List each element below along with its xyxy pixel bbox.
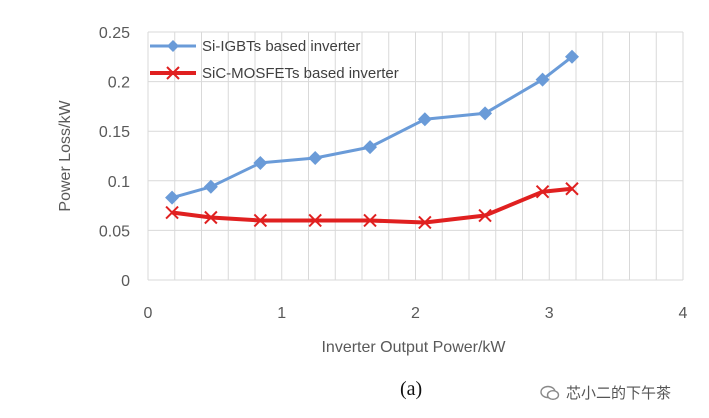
data-point-diamond <box>478 106 493 121</box>
data-point-diamond <box>253 155 268 170</box>
data-point-diamond <box>165 190 180 205</box>
y-tick-label: 0.15 <box>99 124 130 141</box>
y-tick-label: 0 <box>121 273 130 290</box>
x-tick-label: 3 <box>545 305 554 322</box>
data-point-x <box>535 185 550 199</box>
x-axis-title: Inverter Output Power/kW <box>321 339 506 356</box>
figure-caption: (a) <box>400 378 423 400</box>
data-point-diamond <box>363 140 378 155</box>
y-axis-title: Power Loss/kW <box>57 100 74 212</box>
data-point-x <box>165 205 179 220</box>
legend-label-2: SiC-MOSFETs based inverter <box>202 65 399 82</box>
data-point-x <box>308 213 322 228</box>
legend-marker-diamond <box>167 40 179 52</box>
y-tick-label: 0.1 <box>108 174 130 191</box>
y-tick-label: 0.05 <box>99 223 130 240</box>
x-tick-label: 4 <box>679 305 688 322</box>
watermark: 芯小二的下午茶 <box>540 382 671 403</box>
y-tick-label: 0.25 <box>99 25 130 42</box>
data-point-x <box>565 182 579 196</box>
data-point-diamond <box>308 150 323 165</box>
data-point-x <box>363 213 377 228</box>
wechat-icon <box>540 385 560 400</box>
legend-label-1: Si-IGBTs based inverter <box>202 38 360 55</box>
data-point-diamond <box>535 72 550 87</box>
data-point-x <box>478 208 492 223</box>
data-point-diamond <box>417 112 432 127</box>
y-tick-label: 0.2 <box>108 75 130 92</box>
data-point-diamond <box>564 49 579 64</box>
tick-labels: 0 0.05 0.1 0.15 0.2 0.25 0 1 2 3 4 <box>99 25 688 322</box>
x-tick-label: 2 <box>411 305 420 322</box>
legend: Si-IGBTs based inverter SiC-MOSFETs based… <box>150 38 399 82</box>
x-tick-label: 0 <box>144 305 153 322</box>
watermark-text: 芯小二的下午茶 <box>566 385 672 402</box>
series-group <box>165 49 579 230</box>
data-point-x <box>204 210 218 225</box>
x-tick-label: 1 <box>277 305 286 322</box>
data-point-diamond <box>203 179 218 194</box>
grid-lines <box>147 31 684 281</box>
data-point-x <box>418 215 432 230</box>
legend-marker-x <box>166 66 180 80</box>
data-point-x <box>253 213 268 228</box>
